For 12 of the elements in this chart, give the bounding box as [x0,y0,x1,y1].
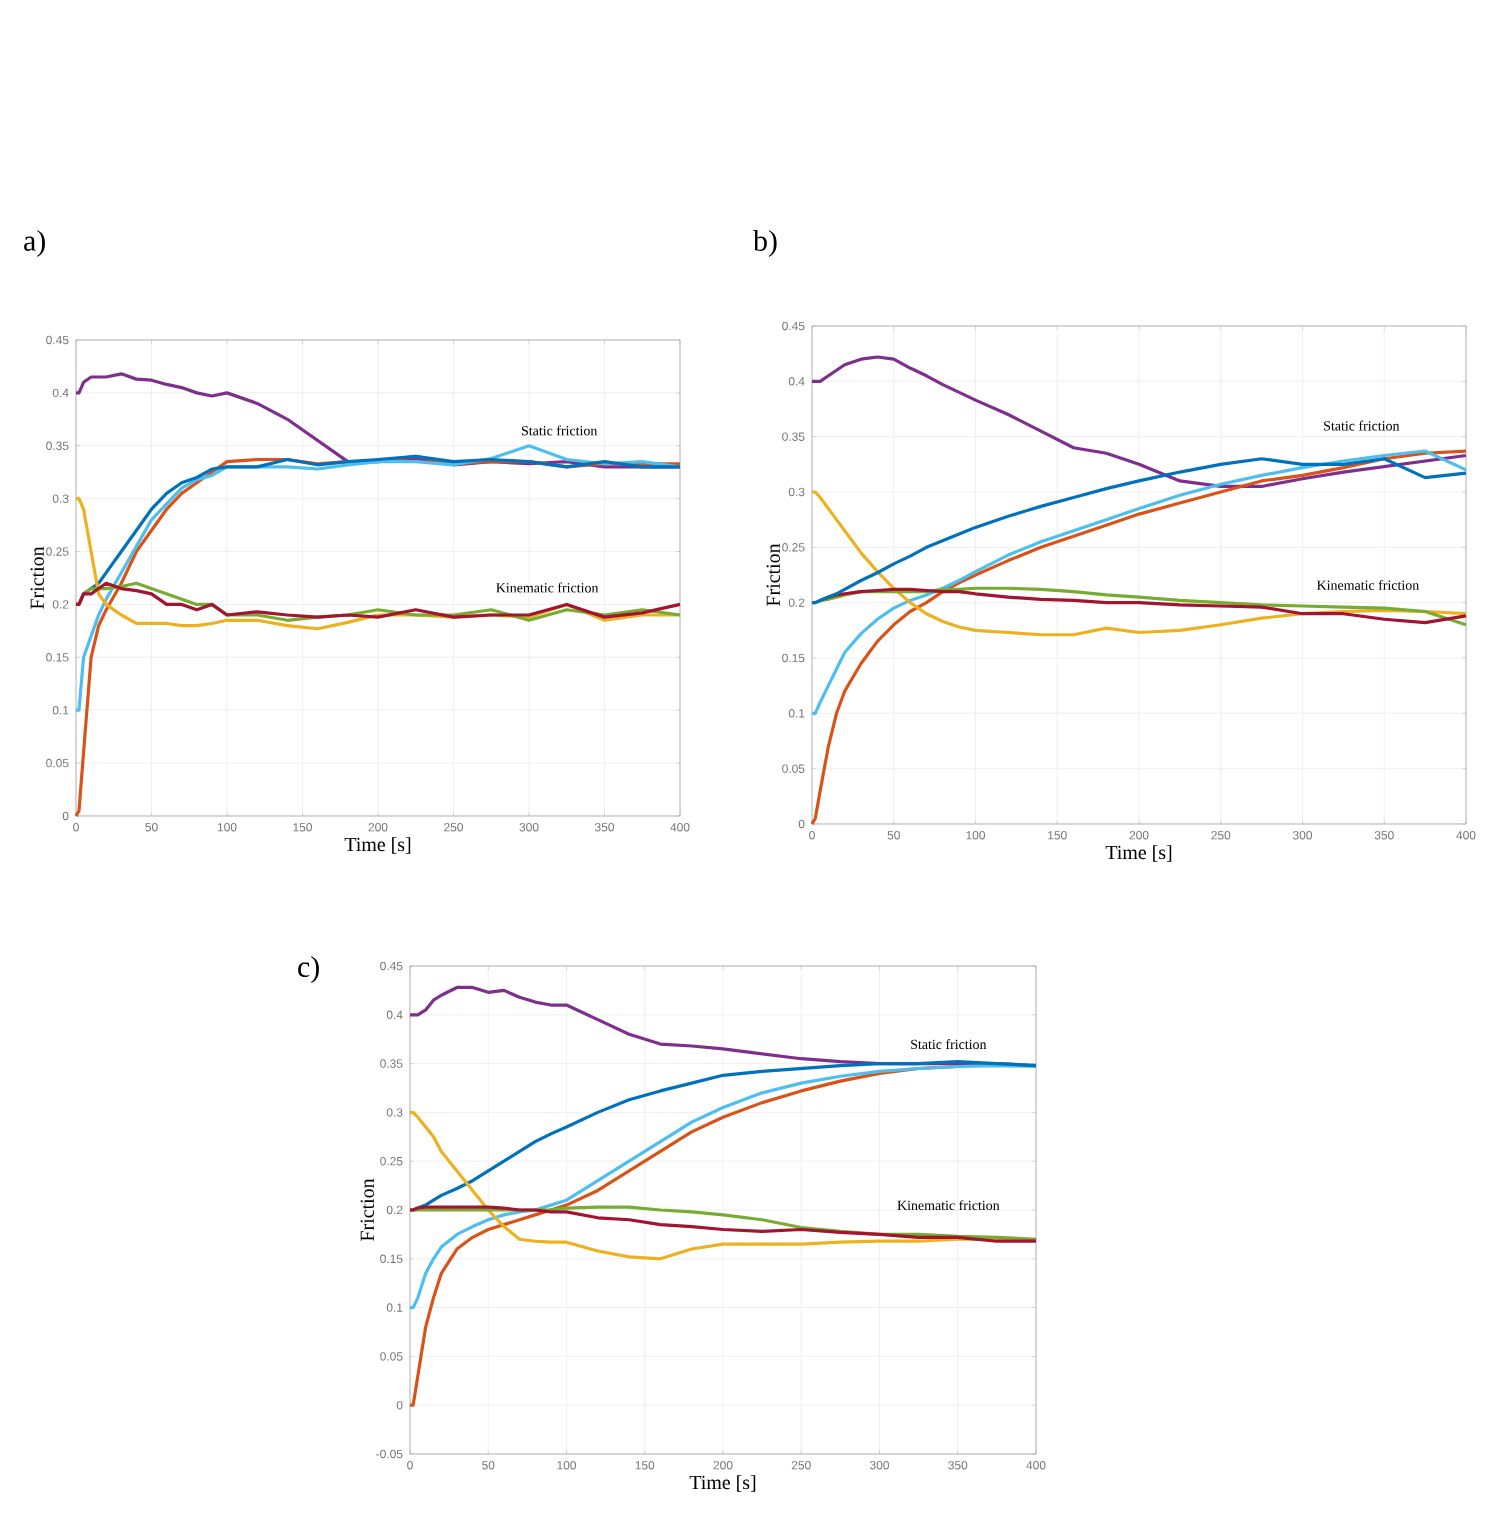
line-series [810,449,1468,826]
chart-title: b) [753,229,777,257]
y-axis-title: Friction [30,546,44,609]
x-axis-title: Time [s] [344,837,411,854]
x-axis-title: Time [s] [1105,845,1172,862]
x-axis-title: Time [s] [689,1475,756,1492]
y-axis-title: Friction [360,1178,374,1241]
chart-title: c) [298,955,319,984]
line-series [408,1063,1038,1310]
chart-title: a) [24,229,45,257]
line-series [810,449,1468,715]
y-axis-title: Friction [766,543,780,606]
